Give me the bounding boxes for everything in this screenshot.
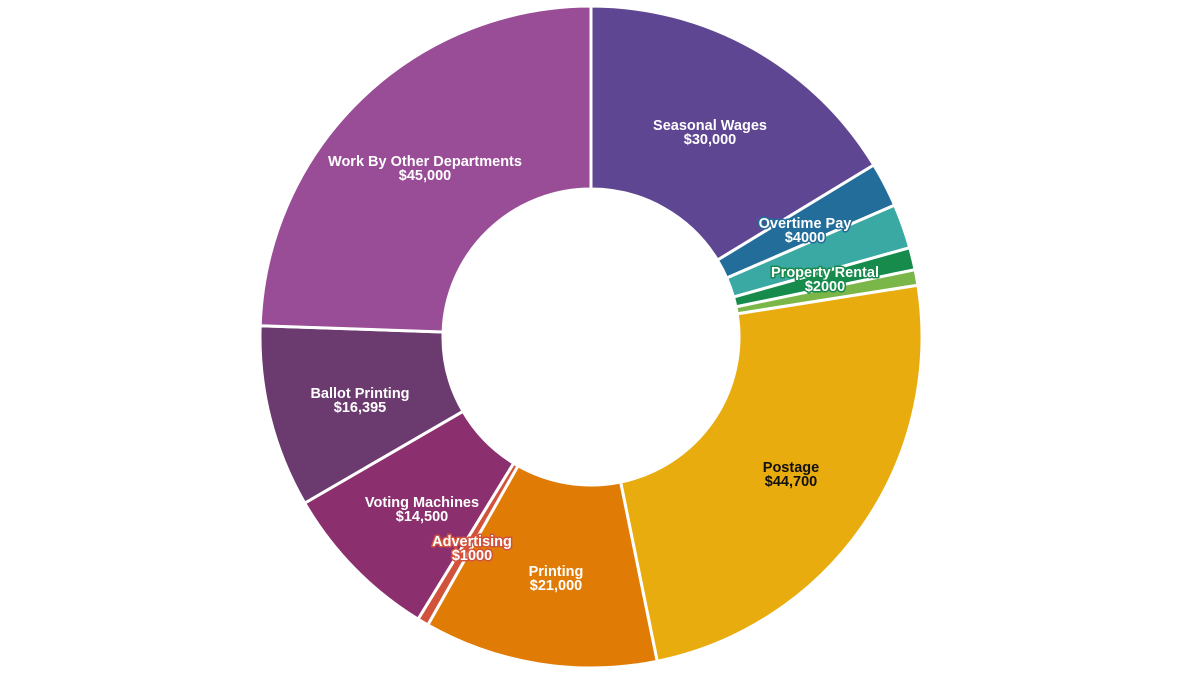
slice-value-printing: $21,000	[530, 578, 582, 594]
slice-label-advertising: Advertising	[432, 534, 512, 550]
slice-seasonal-wages	[589, 4, 876, 262]
label-group: Seasonal Wages$30,000 Overtime Pay$4000 Pr…	[310, 118, 880, 594]
slice-label-overtime-pay: Overtime Pay	[759, 216, 852, 232]
slice-group	[258, 4, 924, 670]
slice-value-overtime-pay: $4000	[785, 230, 825, 246]
slice-value-advertising: $1000	[452, 548, 492, 564]
slice-work-by-other-departments	[258, 4, 593, 334]
slice-label-postage: Postage	[763, 460, 819, 476]
slice-label-seasonal-wages: Seasonal Wages	[653, 118, 767, 134]
slice-label-ballot-printing: Ballot Printing	[310, 386, 409, 402]
slice-label-voting-machines: Voting Machines	[365, 495, 479, 511]
slice-postage	[619, 283, 924, 663]
slice-value-ballot-printing: $16,395	[334, 400, 386, 416]
slice-label-work-by-other-departments: Work By Other Departments	[328, 154, 522, 170]
slice-value-postage: $44,700	[765, 474, 817, 490]
slice-value-property-rental: $2000	[805, 279, 845, 295]
slice-value-work-by-other-departments: $45,000	[399, 168, 451, 184]
slice-value-voting-machines: $14,500	[396, 509, 448, 525]
slice-label-printing: Printing	[529, 564, 584, 580]
slice-printing	[426, 464, 659, 670]
slice-value-seasonal-wages: $30,000	[684, 132, 736, 148]
slice-label-property-rental: Property Rental	[771, 265, 879, 281]
